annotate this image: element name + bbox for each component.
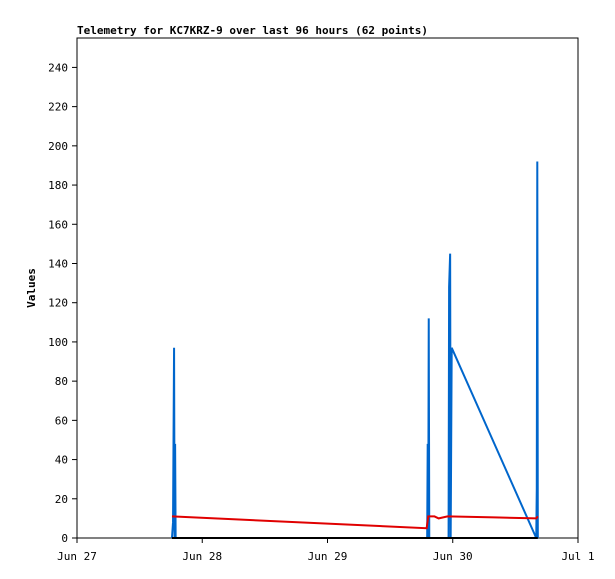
- y-tick-label: 40: [55, 454, 68, 467]
- y-tick-label: 60: [55, 414, 68, 427]
- y-tick-label: 80: [55, 375, 68, 388]
- x-tick-label: Jul 1: [561, 550, 594, 563]
- x-tick-label: Jun 28: [182, 550, 222, 563]
- y-tick-label: 100: [48, 336, 68, 349]
- y-tick-label: 200: [48, 140, 68, 153]
- y-tick-label: 120: [48, 297, 68, 310]
- y-tick-label: 20: [55, 493, 68, 506]
- chart-title: Telemetry for KC7KRZ-9 over last 96 hour…: [77, 24, 428, 37]
- y-tick-label: 240: [48, 61, 68, 74]
- y-tick-label: 160: [48, 218, 68, 231]
- x-tick-label: Jun 29: [308, 550, 348, 563]
- y-tick-label: 140: [48, 257, 68, 270]
- x-tick-label: Jun 30: [433, 550, 473, 563]
- series-line: [170, 161, 539, 539]
- y-tick-label: 180: [48, 179, 68, 192]
- series-line: [171, 515, 539, 530]
- x-tick-label: Jun 27: [57, 550, 97, 563]
- y-tick-label: 0: [61, 532, 68, 545]
- y-tick-label: 220: [48, 101, 68, 114]
- y-axis-label: Values: [25, 268, 38, 308]
